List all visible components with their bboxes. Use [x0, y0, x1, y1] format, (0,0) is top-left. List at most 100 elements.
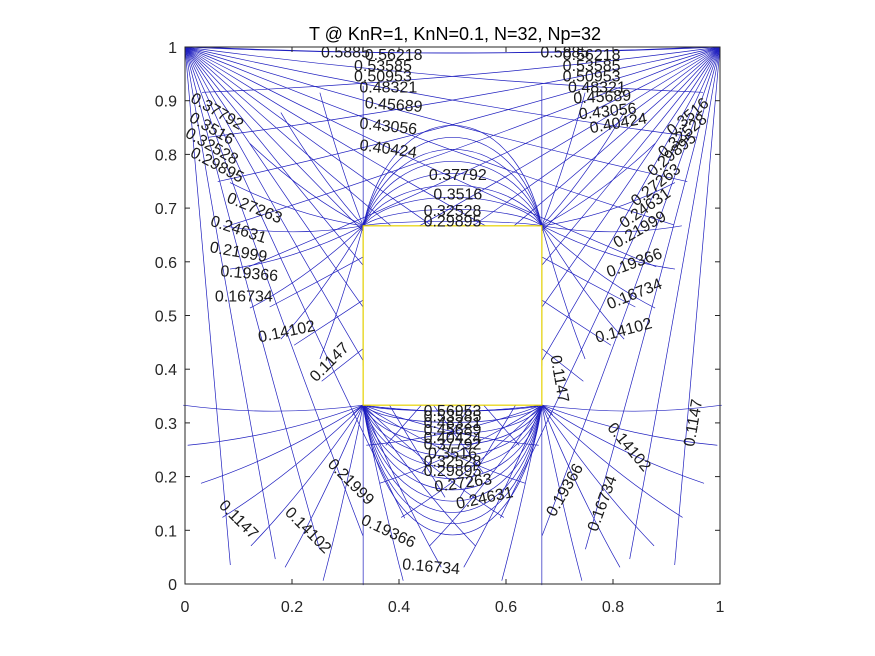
- inner-square-boundary: [362, 225, 543, 406]
- contour-label: 0.48321: [568, 79, 626, 96]
- contour-line: [421, 46, 721, 474]
- contour-label: 0.16734: [215, 289, 273, 306]
- contour-line: [362, 405, 543, 446]
- contour-line: [541, 404, 718, 446]
- contour-line: [184, 46, 446, 498]
- contour-line: [541, 404, 683, 518]
- contour-line: [541, 225, 676, 270]
- contour-label: 0.56953: [424, 403, 482, 420]
- contour-label: 0.5885: [540, 44, 589, 61]
- x-tick-label: 1: [716, 599, 725, 616]
- contour-line: [319, 225, 364, 360]
- contour-line: [362, 124, 543, 226]
- contour-line: [362, 404, 476, 547]
- contour-line: [400, 404, 543, 518]
- contour-line: [362, 405, 543, 502]
- contour-line: [541, 404, 655, 547]
- contour-line: [541, 182, 676, 227]
- contour-line: [499, 46, 721, 519]
- contour-line: [183, 404, 364, 412]
- contour-line: [184, 46, 484, 474]
- y-tick-label: 0.5: [155, 309, 177, 326]
- contour-line: [362, 404, 543, 423]
- contour-label: 0.37792: [429, 167, 487, 184]
- y-tick-label: 1: [168, 40, 177, 57]
- contour-line: [362, 405, 543, 525]
- y-axis: 0 0.1 0.2 0.3 0.4 0.5 0.6 0.7 0.8 0.9 1: [155, 40, 720, 594]
- x-tick-label: 0.2: [281, 599, 303, 616]
- contour-line: [184, 46, 698, 138]
- contour-line: [362, 405, 543, 491]
- contour-line: [223, 225, 364, 233]
- contour-line: [541, 143, 656, 227]
- contour-line: [459, 46, 721, 498]
- contour-line: [200, 404, 364, 484]
- contour-line: [184, 46, 636, 308]
- x-tick-label: 0.4: [388, 599, 410, 616]
- y-tick-label: 0.9: [155, 94, 177, 111]
- contour-label: 0.16734: [402, 556, 461, 578]
- contour-label: 0.56218: [563, 47, 621, 64]
- contour-line: [541, 405, 583, 581]
- contour-line: [249, 143, 364, 227]
- y-tick-label: 0.8: [155, 147, 177, 164]
- contour-line: [184, 46, 674, 226]
- y-tick-label: 0.4: [155, 362, 177, 379]
- contour-line: [379, 404, 543, 484]
- contour-line: [222, 404, 364, 518]
- contour-label: 0.48321: [359, 79, 417, 96]
- x-tick-label: 0.6: [495, 599, 517, 616]
- contour-line: [362, 160, 543, 226]
- contour-line: [429, 404, 543, 547]
- contour-label: 0.40424: [424, 430, 482, 447]
- contour-line: [250, 404, 364, 547]
- contour-line: [184, 46, 704, 93]
- y-tick-label: 0.7: [155, 201, 177, 218]
- contour-line: [363, 404, 542, 412]
- contour-label: 0.45689: [364, 95, 423, 116]
- contour-line: [322, 405, 364, 581]
- contour-line: [229, 225, 364, 270]
- contour-line: [585, 46, 721, 550]
- contour-line: [280, 225, 364, 340]
- contour-label: 0.32528: [424, 454, 482, 471]
- contour-label: 0.43056: [359, 115, 418, 138]
- contour-line: [541, 112, 625, 227]
- contour-line: [363, 404, 539, 446]
- contour-line: [541, 225, 625, 340]
- contour-line: [541, 404, 705, 484]
- contour-line: [541, 92, 586, 226]
- contour-line: [362, 173, 543, 226]
- contour-line: [280, 112, 364, 227]
- contour-line: [366, 404, 542, 446]
- contour-label: 0.3516: [428, 446, 477, 463]
- contour-label: 0.5885: [321, 44, 370, 61]
- contour-line: [541, 225, 656, 309]
- x-axis: 0 0.2 0.4 0.6 0.8 1: [181, 47, 725, 616]
- y-tick-label: 0.3: [155, 416, 177, 433]
- contour-line: [248, 46, 721, 268]
- contour-line: [362, 405, 543, 468]
- contour-line: [217, 46, 721, 182]
- x-tick-label: 0: [181, 599, 190, 616]
- contour-line: [362, 136, 543, 226]
- contour-label: 0.29895: [424, 214, 482, 231]
- contour-label: 0.53585: [354, 58, 412, 75]
- contour-line: [363, 220, 542, 227]
- contour-label: 0.53585: [563, 58, 621, 75]
- contour-line: [362, 405, 543, 513]
- contour-line: [249, 225, 364, 309]
- contour-line: [199, 46, 721, 54]
- contour-line: [362, 184, 543, 226]
- contour-line: [463, 405, 543, 568]
- contour-line: [184, 46, 364, 536]
- contour-line: [541, 405, 621, 568]
- contour-line: [362, 197, 543, 227]
- contour-line: [362, 208, 543, 227]
- contour-line: [184, 46, 320, 550]
- contour-line: [184, 46, 276, 560]
- contour-line: [362, 149, 543, 226]
- contour-label: 0.48321: [424, 415, 482, 432]
- contour-label: 0.19366: [220, 263, 279, 285]
